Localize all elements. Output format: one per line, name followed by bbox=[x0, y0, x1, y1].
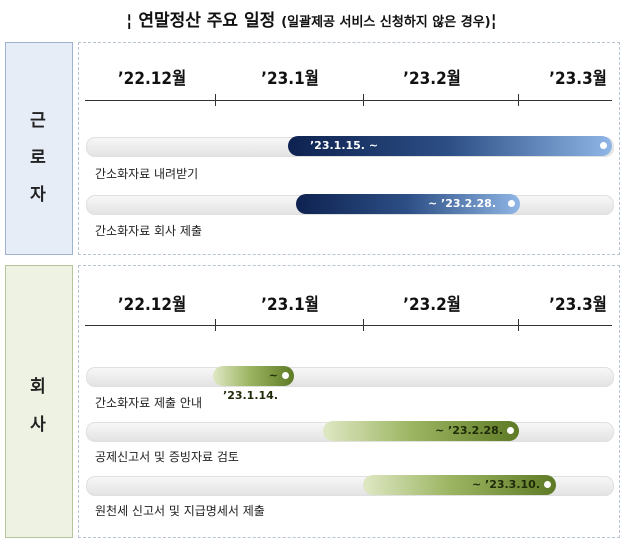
axis-tick bbox=[518, 319, 519, 331]
section-label: 자 bbox=[30, 185, 46, 205]
axis-line bbox=[85, 100, 612, 101]
month-label: ’23.3월 bbox=[549, 69, 607, 89]
bar-label: ~ ’23.1.14. bbox=[223, 369, 278, 402]
schedule-bar: ’23.1.15. ~ bbox=[288, 136, 612, 156]
schedule-bar: ~ ’23.2.28. bbox=[296, 194, 520, 214]
axis-tick bbox=[363, 319, 364, 331]
axis-tick bbox=[215, 319, 216, 331]
subtitle: (일괄제공 서비스 신청하지 않은 경우) bbox=[281, 15, 491, 30]
schedule-bar: ~ ’23.3.10. bbox=[363, 475, 556, 495]
schedule-bar: ~ ’23.2.28. bbox=[323, 421, 519, 441]
axis-line bbox=[85, 325, 612, 326]
task-name: 간소화자료 내려받기 bbox=[95, 167, 199, 181]
month-label: ’23.2월 bbox=[403, 295, 461, 315]
section-label: 근 bbox=[30, 111, 46, 131]
title: 연말정산 주요 일정 bbox=[138, 11, 276, 31]
bar-label: ~ ’23.3.10. bbox=[471, 478, 540, 491]
bar-label: ’23.1.15. ~ bbox=[310, 139, 379, 152]
task-name: 간소화자료 제출 안내 bbox=[95, 396, 202, 410]
task-name: 공제신고서 및 증빙자료 검토 bbox=[95, 450, 239, 464]
axis-tick bbox=[215, 94, 216, 106]
task-name: 간소화자료 회사 제출 bbox=[95, 224, 202, 238]
month-label: ’23.3월 bbox=[549, 295, 607, 315]
section-label-panel bbox=[5, 265, 73, 538]
month-label: ’22.12월 bbox=[117, 295, 187, 315]
task-name: 원천세 신고서 및 지급명세서 제출 bbox=[95, 504, 265, 518]
section-label: 회 bbox=[30, 377, 46, 397]
title-row: ¦ 연말정산 주요 일정 (일괄제공 서비스 신청하지 않은 경우)¦ bbox=[126, 11, 497, 31]
bar-label: ~ ’23.2.28. bbox=[434, 424, 503, 437]
section-label-panel bbox=[5, 42, 73, 255]
section-panel bbox=[78, 42, 620, 255]
section-label: 로 bbox=[30, 148, 46, 168]
month-label: ’23.1월 bbox=[261, 69, 319, 89]
section-panel bbox=[78, 265, 620, 538]
schedule-bar: ~ ’23.1.14. bbox=[213, 366, 294, 402]
track bbox=[86, 367, 614, 387]
month-label: ’23.2월 bbox=[403, 69, 461, 89]
month-label: ’22.12월 bbox=[117, 69, 187, 89]
axis-tick bbox=[518, 94, 519, 106]
axis-tick bbox=[363, 94, 364, 106]
section-label: 사 bbox=[30, 415, 46, 435]
bar-label: ~ ’23.2.28. bbox=[427, 197, 496, 210]
month-label: ’23.1월 bbox=[261, 295, 319, 315]
